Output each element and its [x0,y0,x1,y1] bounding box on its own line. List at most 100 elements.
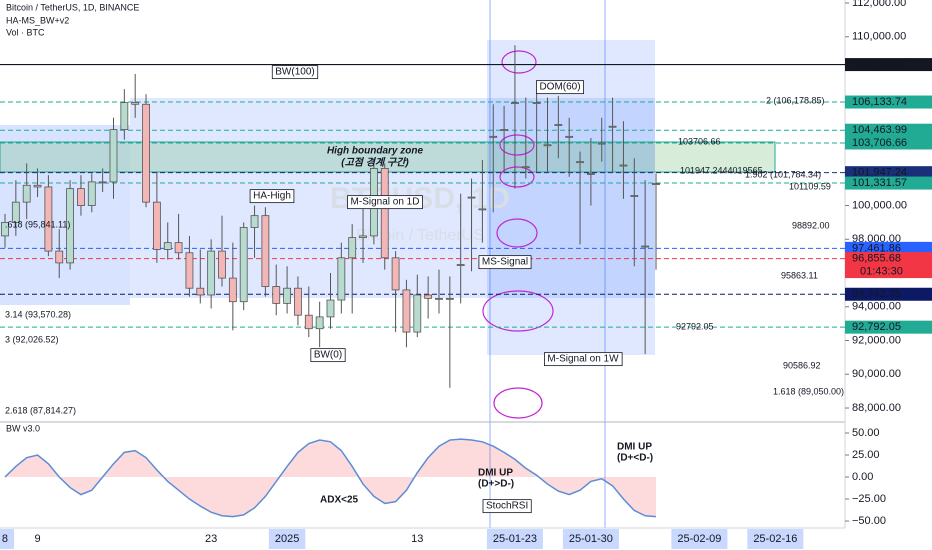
label-box [271,65,319,80]
price-badge-label: 101,947.24 [852,167,907,179]
candle-body [207,250,216,296]
candle-body [521,166,530,169]
y-tick-label: 50.00 [852,427,880,439]
annotation: DOM(60) [539,82,580,93]
price-badge-label: 96,855.68 [852,252,901,264]
annotation: 1.618 (89,050.00) [773,386,844,396]
label-box [482,499,532,514]
y-tick-label: 88,000.00 [852,402,901,414]
tick-highlight [0,529,15,549]
ellipses [482,50,554,419]
annotation: (고점 경계 구간) [341,157,409,169]
x-tick-label: 13 [411,533,423,545]
label-box [347,195,423,210]
high-boundary-zone [0,141,776,173]
label-box [536,80,584,95]
candle-body [348,237,357,259]
candle-body [597,142,606,145]
price-badge-label: 103,706.66 [852,137,907,149]
price-badge-label: 108,353.00 [852,58,907,70]
y-tick-label: −50.00 [852,515,886,527]
y-tick-label: 92,000.00 [852,334,901,346]
candle-body [402,289,411,333]
tick-highlight [747,529,804,549]
zone-box [0,125,130,305]
price-badge-label: 97,461.86 [852,242,901,254]
candle-body [608,125,617,128]
candle-body [66,188,74,264]
candle-body [586,173,595,175]
y-tick-label: 94,000.00 [852,301,901,313]
candle-body [77,188,85,206]
x-tick-label: 2025 [275,533,299,545]
candle-body [500,129,508,131]
label-box [249,189,295,204]
candle-body [445,297,454,300]
ellipse [499,134,535,156]
tick-highlight [562,529,619,549]
candle-body [272,286,281,304]
bw-area [4,439,656,517]
annotation: BW(100) [275,67,314,78]
candle-body [33,184,42,188]
ellipse [499,166,535,188]
annotation: 92792.05 [676,321,714,331]
volume-name: Vol · BTC [6,27,45,37]
candle-body [261,215,270,287]
annotation: 95863.11 [781,270,818,280]
candle-body [120,102,129,130]
annotation: .618 (95,841.11) [5,219,70,229]
annotation: 3 (92,026.52) [5,334,59,344]
candle-body [337,257,346,301]
y-tick-label: 25.00 [852,449,880,461]
price-badge [845,58,932,72]
candle-body [250,215,259,228]
annotation: 3.14 (93,570.28) [5,309,71,319]
price-badge [845,95,932,109]
y-tick-label: −25.00 [852,493,886,505]
time-axis [0,528,932,550]
annotation: 101947.2444019565 [680,165,763,175]
candle-body [380,168,389,259]
annotation: 101109.59 [789,181,831,191]
candle-body [239,227,248,303]
candle-body [576,161,584,164]
annotation: BW(0) [314,350,342,361]
annotation: 90586.92 [783,360,821,370]
candle-body [22,184,31,203]
price-badge [845,252,932,279]
candle-body [630,195,639,197]
x-tick-label: 8 [2,533,8,545]
annotation: 1.902 (101,784.34) [745,169,821,179]
annotation: 2.618 (87,814.27) [5,405,76,415]
candle-body [174,242,183,254]
price-badge-label: 92,792.05 [852,321,901,333]
x-tick-label: 25-01-23 [493,533,537,545]
price-badge-label: 94,742.35 [852,288,901,300]
candle-body [315,316,324,330]
candle-body [424,294,433,299]
candle-body [391,257,400,291]
candle-body [228,277,237,303]
y-tick-label: 0.00 [852,471,873,483]
y-tick-label: 112,000.00 [852,0,906,9]
label-box [310,348,346,363]
price-badge-label: 104,463.99 [852,124,907,136]
price-badge [845,136,932,150]
candle-body [218,250,226,279]
candle-body [359,235,367,238]
label-box [544,352,623,367]
x-tick-label: 9 [34,533,40,545]
candle-body [652,183,660,185]
price-badge-label: 106,133.74 [852,96,907,108]
annotation: DMI UP [478,468,513,479]
price-badge [845,241,932,255]
candle-body [456,264,465,266]
y-tick-label: 110,000.00 [852,31,906,43]
annotation: DMI UP [617,442,652,453]
annotation: (D+>D-) [478,479,514,490]
symbol-title: Bitcoin / TetherUS, 1D, BINANCE [6,2,139,12]
price-badge [845,123,932,137]
